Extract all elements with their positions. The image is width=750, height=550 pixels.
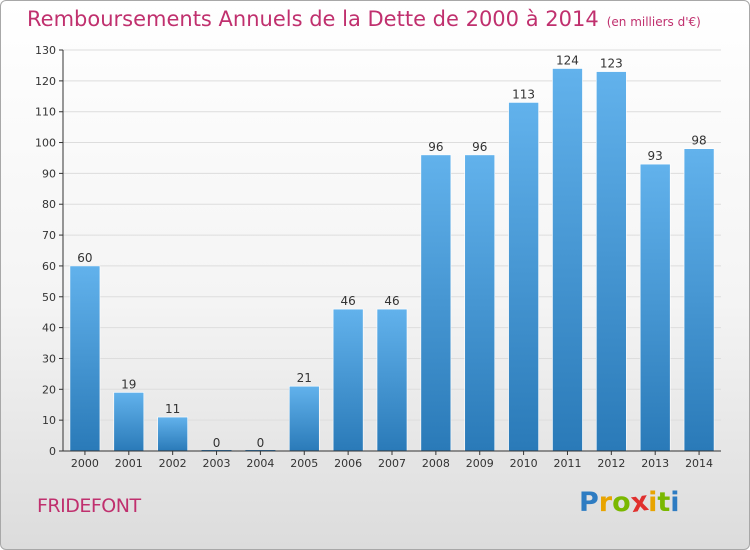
x-tick-label: 2009 [466, 457, 494, 470]
chart-title-text: Remboursements Annuels de la Dette de 20… [27, 7, 599, 31]
x-tick-label: 2010 [510, 457, 538, 470]
bar-value-label: 46 [340, 294, 355, 308]
bar [508, 102, 539, 452]
logo-letter: i [648, 487, 658, 518]
proxiti-logo: Proxiti [579, 485, 680, 520]
labels: 0102030405060708090100110120130602000192… [35, 44, 713, 470]
bar [376, 308, 408, 452]
y-tick-label: 70 [42, 229, 56, 242]
bar [157, 416, 188, 452]
bar-value-label: 0 [257, 436, 265, 450]
bar [683, 148, 715, 452]
chart-title: Remboursements Annuels de la Dette de 20… [27, 7, 701, 31]
x-tick-label: 2000 [71, 457, 99, 470]
commune-name: FRIDEFONT [37, 495, 141, 517]
axes [59, 49, 721, 455]
bar-value-label: 98 [691, 134, 706, 148]
x-tick-label: 2011 [553, 457, 581, 470]
y-tick-label: 120 [35, 75, 56, 88]
x-tick-label: 2002 [159, 457, 187, 470]
bar [596, 71, 627, 452]
bar-value-label: 60 [77, 251, 92, 265]
x-tick-label: 2004 [246, 457, 274, 470]
bar [420, 154, 452, 452]
y-tick-label: 40 [42, 322, 56, 335]
bar [69, 265, 101, 452]
x-tick-label: 2001 [115, 457, 143, 470]
y-tick-label: 50 [42, 291, 56, 304]
bar-value-label: 0 [213, 436, 221, 450]
logo-letter: i [670, 487, 680, 518]
bars [69, 68, 715, 452]
x-tick-label: 2013 [641, 457, 669, 470]
bar-value-label: 96 [428, 140, 443, 154]
y-tick-label: 90 [42, 167, 56, 180]
logo-letter: o [612, 487, 631, 518]
logo-letter: r [598, 487, 613, 518]
bar [288, 385, 320, 452]
bar [464, 154, 496, 452]
x-tick-label: 2005 [290, 457, 318, 470]
y-tick-label: 10 [42, 414, 56, 427]
x-tick-label: 2008 [422, 457, 450, 470]
bar-value-label: 46 [384, 294, 399, 308]
chart-unit: (en milliers d'€) [606, 15, 701, 29]
x-tick-label: 2012 [597, 457, 625, 470]
bar [113, 392, 145, 452]
y-tick-label: 30 [42, 352, 56, 365]
y-tick-label: 0 [49, 445, 56, 458]
logo-letter: P [579, 487, 599, 518]
bar-value-label: 123 [600, 57, 623, 71]
x-tick-label: 2003 [203, 457, 231, 470]
bar-value-label: 19 [121, 377, 136, 391]
y-tick-label: 130 [35, 44, 56, 57]
x-tick-label: 2007 [378, 457, 406, 470]
bar [639, 163, 671, 452]
bar-value-label: 11 [165, 402, 180, 416]
bar-value-label: 96 [472, 140, 487, 154]
bar [552, 68, 583, 452]
y-tick-label: 20 [42, 383, 56, 396]
y-tick-label: 100 [35, 137, 56, 150]
bar [332, 308, 364, 452]
x-tick-label: 2014 [685, 457, 713, 470]
y-tick-label: 80 [42, 198, 56, 211]
x-tick-label: 2006 [334, 457, 362, 470]
logo-letter: x [628, 485, 651, 520]
bar-value-label: 93 [648, 149, 663, 163]
y-tick-label: 60 [42, 260, 56, 273]
bar-value-label: 113 [512, 87, 535, 101]
bar-value-label: 21 [297, 371, 312, 385]
bar-value-label: 124 [556, 54, 579, 68]
logo-letter: t [657, 487, 671, 518]
y-tick-label: 110 [35, 106, 56, 119]
